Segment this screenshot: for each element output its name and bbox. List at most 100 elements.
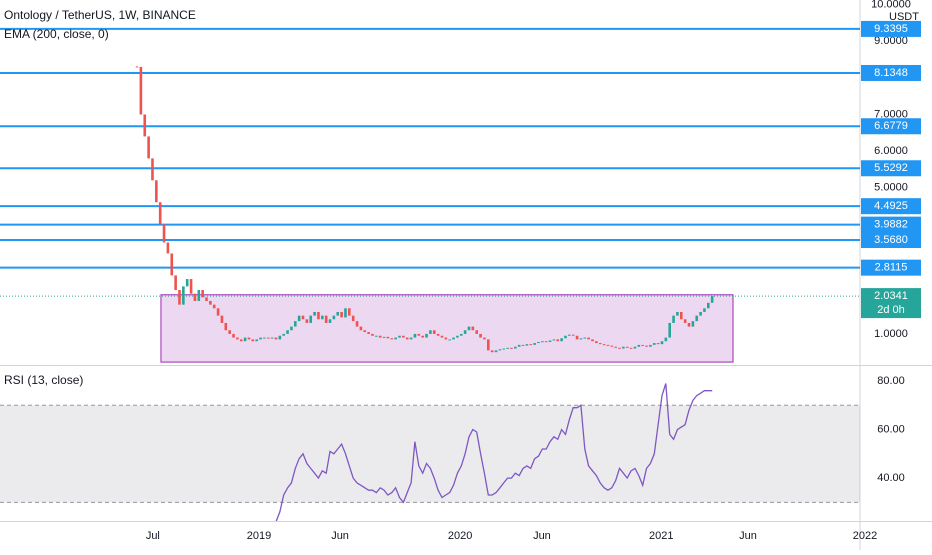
- candle: [174, 275, 177, 291]
- candle: [494, 350, 498, 353]
- candle: [216, 308, 220, 316]
- candle: [440, 335, 444, 338]
- candle: [475, 330, 479, 334]
- candle: [371, 333, 374, 336]
- candle: [290, 326, 293, 331]
- last-price-label: 2.0341: [874, 290, 908, 302]
- candle: [155, 180, 158, 203]
- candle: [417, 333, 421, 336]
- candle: [386, 336, 390, 339]
- level-label-bg: [861, 20, 921, 37]
- candle: [278, 335, 282, 340]
- candle: [429, 330, 432, 334]
- candle: [660, 341, 664, 345]
- level-label: 5.5292: [874, 162, 908, 174]
- level-label-bg: [861, 118, 921, 135]
- candle: [251, 339, 255, 342]
- level-label: 9.3395: [874, 23, 908, 35]
- candle: [355, 321, 359, 327]
- candle: [656, 343, 660, 345]
- y-tick-label: 7.0000: [874, 108, 908, 120]
- candle: [332, 315, 336, 320]
- candle: [652, 343, 656, 345]
- indicator-label: EMA (200, close, 0): [4, 27, 109, 41]
- level-label: 2.8115: [875, 262, 908, 274]
- candle: [328, 319, 332, 323]
- candle: [679, 311, 683, 320]
- candle: [687, 322, 691, 327]
- x-tick-label: 2020: [448, 530, 472, 542]
- candle: [309, 315, 313, 323]
- candle: [178, 290, 181, 305]
- candle: [162, 224, 166, 243]
- candle: [228, 330, 231, 334]
- candle: [293, 321, 297, 327]
- y-tick-label: 1.0000: [874, 328, 908, 340]
- candle: [270, 337, 274, 339]
- candle: [321, 315, 324, 320]
- candle: [452, 337, 455, 340]
- candle: [533, 343, 536, 345]
- rsi-pane: [0, 383, 860, 521]
- candle: [564, 335, 567, 339]
- level-label: 3.9882: [874, 219, 908, 231]
- candle: [459, 333, 463, 336]
- candle: [224, 322, 228, 331]
- candle: [317, 311, 320, 320]
- candle: [583, 337, 587, 339]
- x-tick-label: 2019: [247, 530, 271, 542]
- x-tick-label: Jun: [739, 530, 757, 542]
- x-tick-label: Jun: [331, 530, 349, 542]
- candle: [614, 346, 617, 348]
- level-label: 8.1348: [874, 67, 908, 79]
- candle: [506, 347, 509, 349]
- candle: [703, 308, 706, 312]
- candle: [676, 311, 679, 316]
- level-label: 4.4925: [874, 200, 908, 212]
- level-label: 6.6779: [874, 120, 908, 132]
- candle: [707, 302, 710, 309]
- candle: [185, 279, 189, 287]
- candle: [166, 242, 170, 254]
- candle: [548, 340, 552, 342]
- candle: [382, 336, 386, 338]
- candle: [398, 335, 401, 338]
- candle: [367, 332, 370, 334]
- candle: [575, 335, 579, 340]
- candle: [297, 315, 301, 322]
- candle: [394, 337, 397, 340]
- candle: [259, 337, 262, 340]
- candle: [645, 345, 648, 347]
- candle: [286, 330, 289, 334]
- candle: [463, 330, 467, 334]
- overlay: Jul 2019 Jun 2020 Jun 2021 Jun 2022 1.0000 5.0000…: [146, 0, 921, 542]
- candle: [587, 337, 590, 340]
- candle: [266, 337, 270, 339]
- candle: [525, 344, 529, 346]
- candle: [375, 335, 378, 337]
- last-price-bg: [861, 288, 921, 319]
- y-tick-label: 9.0000: [874, 35, 908, 47]
- x-tick-label: 2022: [853, 530, 877, 542]
- candle: [363, 330, 367, 333]
- candle: [402, 335, 405, 338]
- candle: [664, 337, 668, 342]
- candle: [243, 337, 247, 342]
- range-box: [160, 294, 734, 363]
- candle: [498, 349, 502, 351]
- candle: [151, 158, 154, 181]
- candle: [610, 345, 614, 347]
- candle: [236, 337, 239, 340]
- chart-title: Ontology / TetherUS, 1W, BINANCE: [4, 8, 196, 22]
- candle: [143, 114, 147, 137]
- candle: [255, 339, 258, 342]
- candle: [182, 286, 185, 305]
- candle: [568, 334, 571, 336]
- x-tick-label: Jul: [146, 530, 160, 542]
- candle: [436, 333, 440, 336]
- x-tick-label: Jun: [533, 530, 551, 542]
- candle: [517, 344, 521, 347]
- candle: [432, 330, 436, 334]
- level-label-bg: [861, 160, 921, 177]
- candle: [359, 326, 363, 331]
